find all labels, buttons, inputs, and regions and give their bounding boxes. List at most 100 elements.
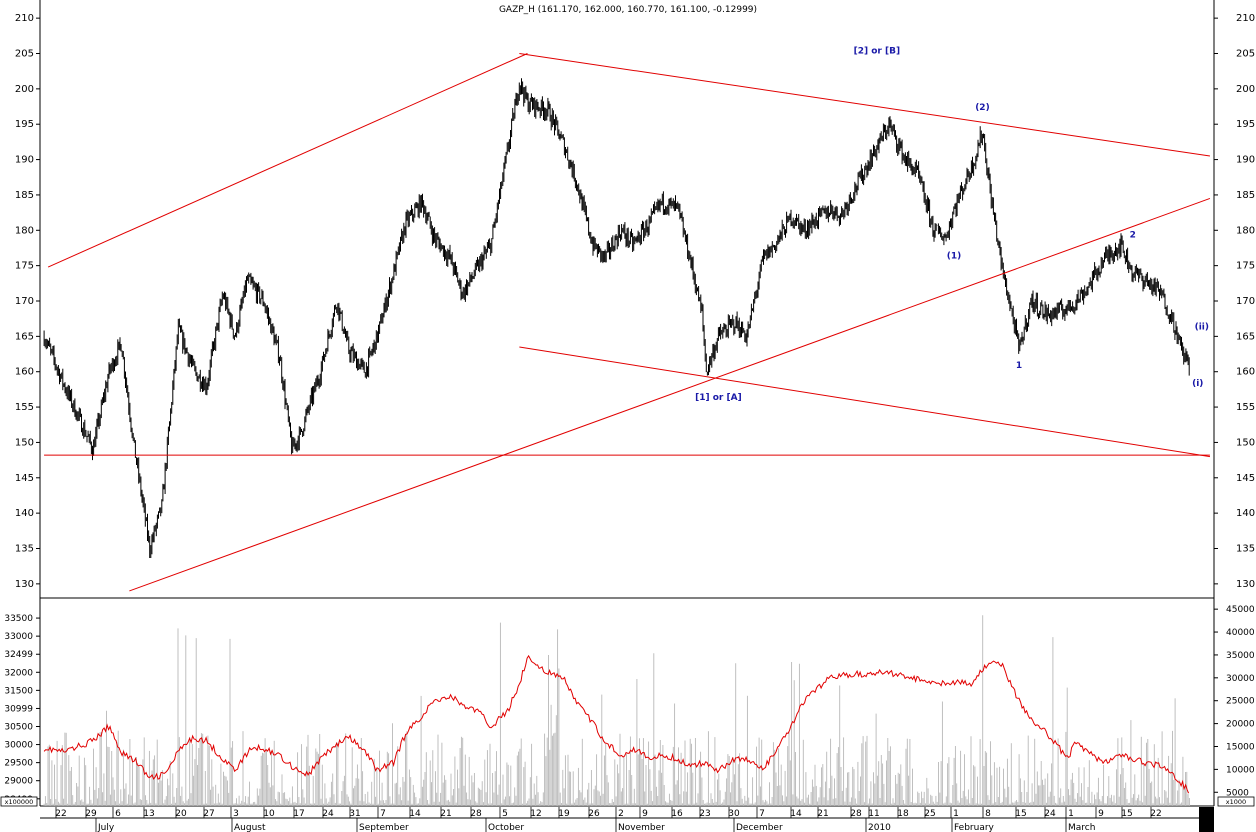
volume-panel: 33500 33000 32499 32000 31500 30999 30500 30000… [0, 598, 1255, 807]
day-label: 9 [1098, 809, 1104, 819]
price-tick-label-left: 165 [15, 331, 34, 342]
wave-label: (2) [975, 103, 990, 113]
day-label: 5 [502, 809, 508, 819]
trendline [47, 53, 528, 268]
volume-tick-label-right: 15000 [1226, 742, 1255, 752]
day-label: 26 [588, 809, 600, 819]
volume-tick-label-right: 5000 [1226, 788, 1249, 798]
day-label: 18 [897, 809, 909, 819]
month-labels: July August September October November Decemb… [95, 818, 1095, 832]
day-label: 1 [953, 809, 959, 819]
price-panel: 130 130 135 135 140 140 145 145 150 150 155 155 160 1… [15, 0, 1255, 599]
month-label: October [488, 823, 524, 832]
month-label: September [359, 823, 409, 832]
price-tick-label-right: 180 [1236, 225, 1255, 236]
price-tick-label-right: 190 [1236, 155, 1255, 166]
price-tick-label-right: 165 [1236, 331, 1255, 342]
volume-tick-label-left: 32000 [4, 668, 33, 678]
wave-annotations: [2] or [B] (2) (1) 2 (ii) 1 (i) [1] or [A] [695, 47, 1209, 404]
volume-tick-label-left: 30999 [4, 704, 33, 714]
day-label: 10 [263, 809, 275, 819]
price-tick-label-left: 190 [15, 155, 34, 166]
right-scale-label: x1000 [1226, 798, 1246, 806]
price-tick-label-right: 185 [1236, 190, 1255, 201]
price-tick-label-left: 150 [15, 437, 34, 448]
price-tick-label-right: 170 [1236, 296, 1255, 307]
price-tick-label-right: 130 [1236, 579, 1255, 590]
day-label: 29 [85, 809, 97, 819]
price-tick-label-right: 135 [1236, 544, 1255, 555]
price-tick-label-left: 180 [15, 225, 34, 236]
price-axis-ticks: 130 130 135 135 140 140 145 145 150 150 155 155 160 1… [15, 13, 1255, 590]
month-label: August [234, 823, 266, 832]
day-label: 9 [642, 809, 648, 819]
volume-tick-label-right: 25000 [1226, 697, 1255, 707]
day-label: 28 [850, 809, 862, 819]
month-label: November [618, 823, 665, 832]
volume-axis-ticks: 33500 33000 32499 32000 31500 30999 30500 30000… [4, 605, 1255, 805]
price-tick-label-right: 155 [1236, 402, 1255, 413]
month-label: February [954, 823, 995, 832]
day-label: 13 [143, 809, 154, 819]
price-tick-label-right: 145 [1236, 473, 1255, 484]
month-label: December [736, 823, 783, 832]
volume-tick-label-left: 30500 [4, 722, 33, 732]
volume-bars [43, 615, 1190, 806]
volume-tick-label-right: 45000 [1226, 605, 1255, 615]
day-label: 28 [470, 809, 482, 819]
day-label: 11 [868, 809, 879, 819]
volume-tick-label-right: 40000 [1226, 628, 1255, 638]
volume-tick-label-right: 10000 [1226, 765, 1255, 775]
left-scale-label: x100000 [5, 798, 34, 806]
volume-tick-label-right: 35000 [1226, 651, 1255, 661]
day-label: 15 [1121, 809, 1132, 819]
trendline [519, 53, 1211, 157]
trendlines [44, 53, 1211, 592]
volume-tick-label-left: 31500 [4, 686, 33, 696]
wave-label: [2] or [B] [854, 47, 900, 57]
price-tick-label-right: 150 [1236, 437, 1255, 448]
chart-title: GAZP_H (161.170, 162.000, 160.770, 161.1… [499, 5, 757, 15]
day-label: 19 [558, 809, 570, 819]
left-scale-box [0, 796, 38, 807]
price-tick-label-left: 135 [15, 544, 34, 555]
price-tick-label-left: 205 [15, 49, 34, 60]
day-label: 23 [699, 809, 710, 819]
day-label: 31 [349, 809, 360, 819]
price-tick-label-right: 140 [1236, 508, 1255, 519]
trendline [519, 346, 1211, 458]
axis-corner-block [1199, 807, 1214, 832]
price-tick-label-right: 200 [1236, 84, 1255, 95]
day-label: 17 [293, 809, 304, 819]
price-tick-label-left: 170 [15, 296, 34, 307]
day-label: 20 [175, 809, 187, 819]
price-tick-label-left: 130 [15, 579, 34, 590]
day-label: 15 [1015, 809, 1026, 819]
wave-label: 2 [1130, 230, 1136, 240]
day-label: 24 [1044, 809, 1056, 819]
right-scale-box [1217, 796, 1255, 807]
day-label: 12 [530, 809, 541, 819]
volume-tick-label-right: 20000 [1226, 720, 1255, 730]
day-label: 25 [924, 809, 935, 819]
day-label: 6 [115, 809, 121, 819]
price-tick-label-left: 175 [15, 261, 34, 272]
day-label: 3 [233, 809, 239, 819]
wave-label: (ii) [1195, 322, 1209, 332]
day-label: 14 [790, 809, 802, 819]
volume-tick-label-left: 32499 [4, 650, 33, 660]
volume-tick-label-left: 30000 [4, 741, 33, 751]
wave-label: 1 [1016, 361, 1022, 371]
volume-tick-label-left: 29000 [4, 777, 33, 787]
price-tick-label-right: 205 [1236, 49, 1255, 60]
price-series [43, 78, 1190, 558]
price-tick-label-right: 195 [1236, 119, 1255, 130]
price-tick-label-left: 155 [15, 402, 34, 413]
volume-tick-label-left: 33500 [4, 614, 33, 624]
price-tick-label-right: 175 [1236, 261, 1255, 272]
day-label: 27 [203, 809, 214, 819]
price-tick-label-left: 200 [15, 84, 34, 95]
month-label: July [97, 823, 115, 832]
day-label: 7 [380, 809, 386, 819]
